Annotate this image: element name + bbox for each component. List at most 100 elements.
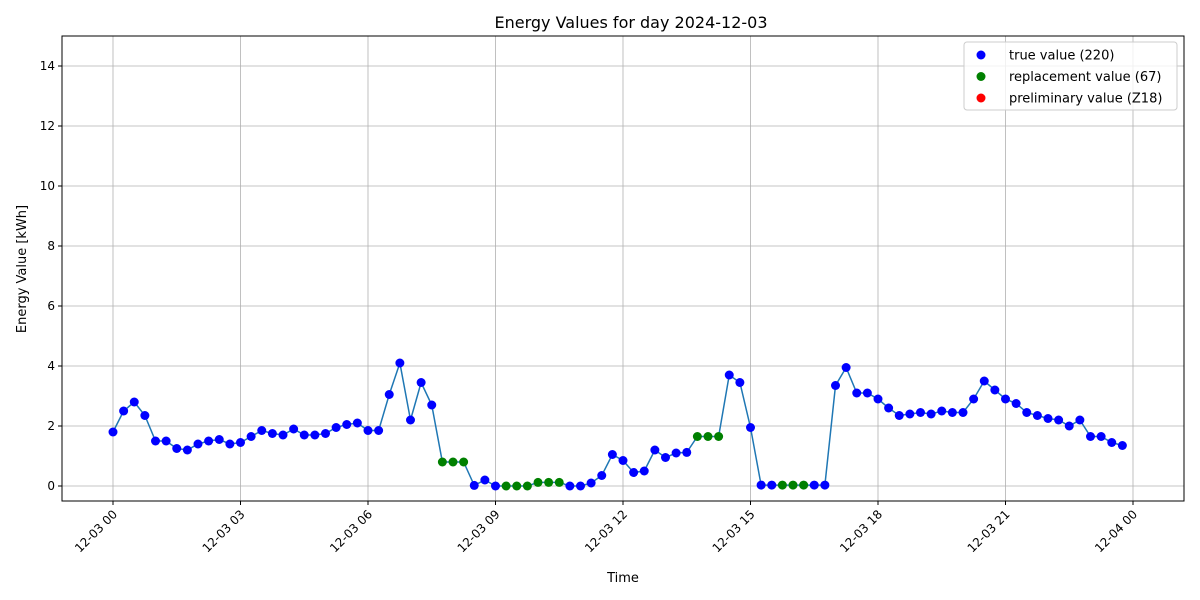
data-point — [374, 426, 384, 435]
data-point — [1064, 421, 1074, 431]
data-point — [236, 438, 245, 447]
data-point — [969, 394, 979, 404]
data-point — [576, 481, 585, 491]
legend-marker — [976, 50, 986, 60]
data-point — [554, 477, 564, 487]
data-point — [958, 408, 968, 417]
data-point — [756, 480, 766, 490]
data-point — [108, 427, 118, 437]
data-point — [437, 457, 447, 467]
y-tick-label: 12 — [40, 119, 55, 133]
data-point — [448, 457, 458, 467]
data-point — [204, 436, 214, 446]
data-point — [947, 408, 957, 417]
data-point — [979, 376, 989, 386]
data-point — [1043, 414, 1053, 423]
legend-box — [963, 41, 1178, 111]
y-axis-ticks: 0 2 4 6 8 10 12 14 — [40, 59, 62, 493]
data-point — [926, 409, 936, 419]
data-point — [607, 450, 617, 459]
data-point — [873, 394, 883, 404]
data-point — [852, 388, 862, 398]
data-point — [650, 445, 660, 455]
data-point — [767, 480, 777, 490]
x-axis-label: Time — [606, 571, 639, 586]
data-point — [799, 480, 809, 490]
data-point — [809, 480, 819, 490]
data-point — [182, 445, 192, 455]
data-point — [246, 432, 256, 441]
legend: true value (220) replacement value (67) pr… — [963, 41, 1178, 111]
data-point — [299, 430, 309, 440]
data-point — [862, 388, 872, 398]
data-point — [1086, 432, 1095, 441]
data-point — [427, 400, 437, 410]
chart-title: Energy Values for day 2024-12-03 — [494, 13, 767, 32]
data-point — [682, 447, 692, 457]
legend-label: replacement value (67) — [1009, 70, 1162, 85]
data-point — [1096, 432, 1106, 441]
data-point — [714, 432, 724, 441]
data-point — [491, 481, 500, 491]
data-points — [108, 358, 1127, 491]
data-point — [841, 363, 851, 372]
data-point — [512, 481, 522, 491]
data-point — [172, 444, 182, 453]
data-point — [597, 471, 607, 480]
data-point — [990, 385, 1000, 395]
y-tick-label: 8 — [47, 239, 55, 253]
data-point — [692, 432, 702, 441]
data-point — [140, 411, 150, 420]
data-point — [469, 480, 479, 490]
data-point — [533, 477, 543, 487]
data-point — [937, 406, 947, 416]
legend-marker — [976, 72, 986, 81]
y-axis-label: Energy Value [kWh] — [15, 205, 30, 333]
y-tick-label: 14 — [40, 59, 55, 73]
data-point — [257, 426, 267, 435]
data-point — [459, 457, 469, 467]
data-point — [724, 370, 734, 380]
data-point — [331, 423, 341, 432]
y-tick-label: 4 — [47, 359, 55, 373]
data-point — [225, 439, 235, 449]
data-point — [352, 418, 362, 428]
data-point — [618, 456, 628, 465]
legend-marker — [976, 93, 986, 103]
data-point — [565, 481, 575, 491]
data-point — [1117, 441, 1127, 450]
data-point — [703, 432, 713, 441]
data-point — [161, 436, 171, 446]
data-point — [267, 429, 277, 438]
data-point — [395, 358, 405, 368]
data-point — [831, 381, 840, 390]
y-tick-label: 0 — [47, 479, 55, 493]
data-point — [406, 415, 415, 425]
data-point — [129, 397, 139, 407]
data-point — [321, 429, 330, 438]
data-point — [1001, 394, 1010, 404]
grid — [62, 36, 1184, 501]
data-point — [671, 448, 681, 458]
data-point — [777, 480, 787, 490]
data-point — [119, 406, 129, 416]
data-point — [735, 378, 745, 387]
data-point — [416, 378, 426, 387]
data-point — [1032, 411, 1042, 420]
legend-label: preliminary value (Z18) — [1009, 92, 1162, 107]
data-point — [363, 426, 373, 435]
data-point — [544, 477, 554, 487]
data-point — [916, 408, 925, 417]
data-point — [501, 481, 511, 491]
data-point — [522, 481, 532, 491]
data-point — [289, 424, 299, 434]
data-point — [639, 466, 649, 476]
y-tick-label: 6 — [47, 299, 55, 313]
y-tick-label: 2 — [47, 419, 55, 433]
y-tick-label: 10 — [40, 179, 55, 193]
data-point — [629, 468, 639, 477]
data-point — [586, 478, 596, 488]
data-point — [1011, 399, 1021, 408]
data-point — [193, 439, 203, 449]
